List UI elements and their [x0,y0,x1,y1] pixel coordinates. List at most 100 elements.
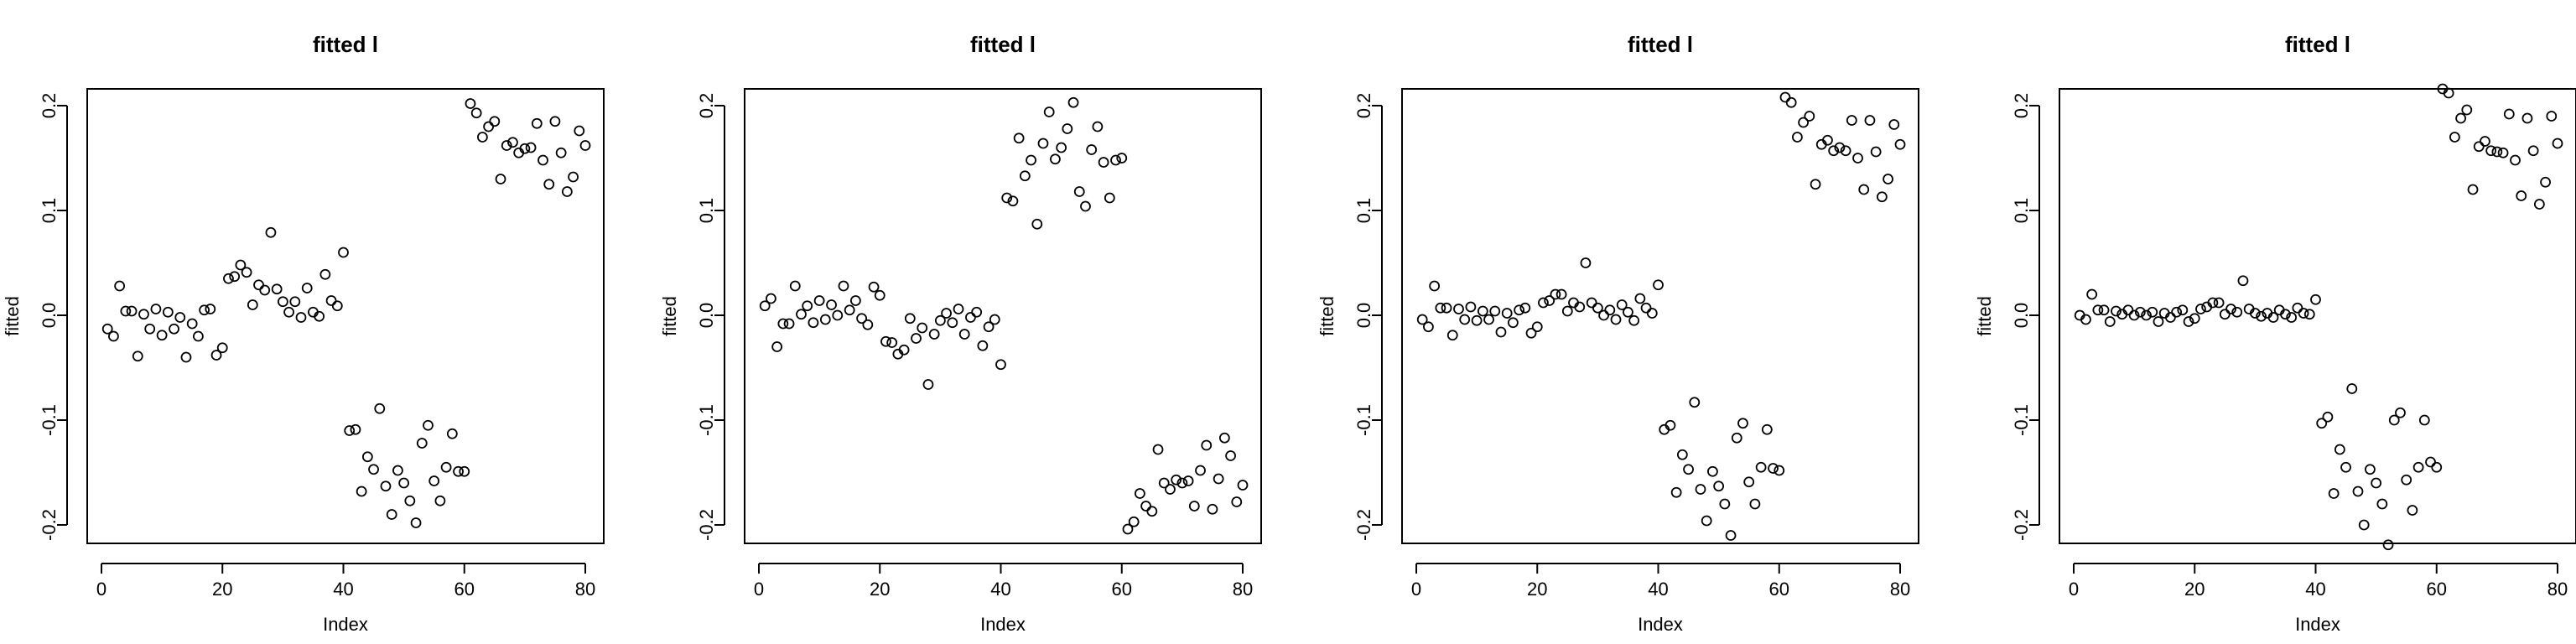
data-point [1640,302,1652,314]
data-point [568,171,579,183]
data-point [2521,112,2533,124]
data-point [958,329,970,340]
data-point [1026,154,1036,166]
data-point [1623,306,1633,318]
data-point [1013,132,1025,144]
data-point [1894,138,1906,150]
data-point [1073,186,1085,197]
data-point [759,300,771,312]
data-point [965,312,976,323]
plot-frame [86,88,605,544]
data-point [538,154,548,166]
y-axis-label: fitted [1974,296,1995,336]
data-point [1791,132,1803,143]
data-point [928,329,940,340]
data-point [862,319,874,330]
data-point [1092,121,1104,132]
data-point [350,423,361,435]
data-point [917,322,928,334]
data-point [265,226,277,238]
x-tick-label: 20 [212,579,232,600]
data-point [162,306,174,318]
data-point [1883,174,1893,184]
data-point [440,461,452,473]
x-tick-label: 20 [2184,579,2205,600]
data-point [2280,309,2291,320]
x-tick-label: 0 [96,579,106,600]
data-point [555,147,567,158]
chart-panel-1: fitted l 0 20 40 60 80 Index -0.2 -0.1 0.0 0.1 0.2 f… [0,0,644,644]
data-point [1719,498,1731,510]
y-tick-label: 0.0 [39,303,60,329]
data-point [2401,474,2412,486]
data-point [199,304,210,316]
data-point [1743,476,1755,488]
data-point [1122,523,1134,535]
data-point [1670,486,1682,498]
data-point [1453,304,1464,314]
data-point [2098,304,2110,316]
data-point [995,359,1006,371]
data-point [766,293,776,304]
data-point [259,284,271,296]
data-point [1846,115,1857,126]
data-point [423,419,434,431]
data-point [1507,317,1519,329]
data-point [301,283,313,293]
y-axis-label: fitted [2,296,23,336]
x-tick-label: 80 [1890,579,1910,600]
x-tick-label: 40 [333,579,353,600]
data-point [561,186,573,197]
data-point [1416,314,1428,325]
data-point [1749,498,1761,510]
data-point [2267,312,2279,323]
data-point [1525,327,1537,339]
data-point [1050,153,1061,165]
scatter-plot: fitted l 0 20 40 60 80 Index -0.2 -0.1 0.0 0.1 0.2 f… [2,32,605,635]
data-point [1483,314,1494,325]
data-point [2382,539,2394,551]
y-tick-label: 0.1 [696,198,717,224]
chart-title: fitted l [2285,32,2350,57]
data-point [325,295,337,306]
x-tick-label: 40 [1648,579,1668,600]
data-point [338,247,349,258]
data-point [174,312,186,323]
data-point [1774,465,1785,476]
data-point [2491,146,2503,158]
data-point [844,304,855,316]
data-point [428,475,440,486]
data-point [1598,309,1609,321]
chart-title: fitted l [970,32,1036,57]
data-point [1628,314,1640,326]
data-point [1201,439,1213,451]
y-tick-label: -0.1 [1353,404,1374,436]
y-tick-label: 0.2 [39,93,60,119]
plot-frame [1401,88,1919,544]
data-point [138,309,149,320]
x-tick-label: 80 [575,579,595,600]
data-point [289,296,301,308]
data-point [344,425,356,436]
y-tick-label: -0.1 [2011,404,2032,436]
data-point [216,342,228,354]
data-point [356,486,367,497]
x-tick-label: 60 [2427,579,2447,600]
data-point [2225,304,2236,314]
data-point [983,321,995,333]
data-point [386,509,397,520]
data-point [507,137,518,148]
data-point [489,116,501,127]
data-point [434,495,446,506]
data-point [579,140,591,151]
data-point [210,350,222,361]
data-point [1828,145,1840,157]
data-point [404,495,416,506]
data-point [169,323,179,335]
data-point [2533,199,2545,210]
data-point [574,125,585,137]
y-tick-label: 0.1 [2011,198,2032,224]
data-point [1237,480,1249,491]
data-point [180,351,192,363]
data-point [283,306,294,318]
